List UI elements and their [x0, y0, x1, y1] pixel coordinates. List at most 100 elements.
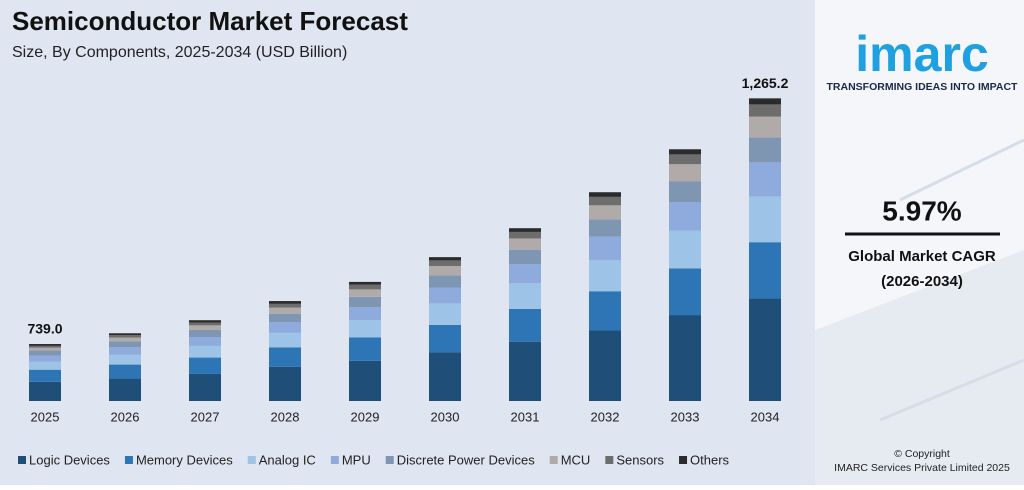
bar-segment: [29, 347, 61, 351]
logo: imarc: [855, 26, 988, 82]
legend-label: Memory Devices: [136, 452, 233, 467]
bar-segment: [669, 164, 701, 182]
bar-segment: [109, 354, 141, 365]
bar-segment: [589, 236, 621, 260]
legend-label: Discrete Power Devices: [397, 452, 535, 467]
bar-segment: [349, 289, 381, 297]
bar-segment: [189, 325, 221, 331]
copyright: © Copyright: [894, 448, 950, 460]
bar-segment: [269, 347, 301, 367]
legend-label: Analog IC: [259, 452, 316, 467]
bar-segment: [349, 360, 381, 401]
legend-swatch: [330, 456, 339, 464]
bar-segment: [589, 196, 621, 206]
bar-segment: [749, 196, 781, 243]
x-tick-label: 2033: [671, 409, 700, 424]
bar-segment: [349, 296, 381, 308]
bar-segment: [749, 116, 781, 138]
bar-segment: [509, 264, 541, 284]
bar-segment: [109, 364, 141, 379]
legend-label: MPU: [342, 452, 371, 467]
tagline: TRANSFORMING IDEAS INTO IMPACT: [827, 81, 1019, 93]
bar-segment: [269, 332, 301, 348]
bar-segment: [29, 361, 61, 370]
bar-segment: [429, 287, 461, 304]
bar-segment: [189, 337, 221, 346]
bar-segment: [749, 298, 781, 401]
bar-segment: [669, 149, 701, 155]
bar-segment: [589, 330, 621, 401]
bar-segment: [109, 333, 141, 336]
x-tick-label: 2026: [111, 409, 140, 424]
chart-title: Semiconductor Market Forecast: [12, 6, 408, 36]
legend-swatch: [247, 456, 256, 464]
bar-segment: [29, 344, 61, 346]
total-label: 1,265.2: [742, 75, 789, 91]
legend-swatch: [549, 456, 558, 464]
legend-label: Sensors: [616, 452, 664, 467]
legend-label: Logic Devices: [29, 452, 110, 467]
legend-swatch: [124, 456, 133, 464]
bar-segment: [29, 345, 61, 348]
bar-segment: [749, 162, 781, 197]
bar-segment: [269, 301, 301, 304]
bar-segment: [349, 337, 381, 361]
x-tick-label: 2025: [31, 409, 60, 424]
bar-segment: [269, 366, 301, 401]
bar-segment: [429, 352, 461, 401]
bar-segment: [669, 315, 701, 401]
side-decoration: [879, 138, 1024, 422]
x-tick-label: 2034: [751, 409, 780, 424]
bar-segment: [749, 104, 781, 117]
bar-segment: [109, 335, 141, 338]
bar-segment: [269, 303, 301, 308]
total-label: 739.0: [27, 321, 62, 337]
bar-segment: [429, 303, 461, 325]
x-tick-label: 2032: [591, 409, 620, 424]
bar-segment: [189, 373, 221, 401]
bar-segment: [349, 320, 381, 338]
chart-subtitle: Size, By Components, 2025-2034 (USD Bill…: [12, 44, 347, 61]
x-tick-label: 2030: [431, 409, 460, 424]
cagr-value: 5.97%: [882, 195, 961, 226]
x-tick-label: 2028: [271, 409, 300, 424]
bar-segment: [29, 369, 61, 382]
bar-segment: [189, 322, 221, 326]
bar-segment: [29, 350, 61, 356]
legend-swatch: [18, 456, 26, 464]
bar-segment: [509, 228, 541, 232]
bar-segment: [509, 249, 541, 265]
legend-swatch: [385, 456, 394, 464]
legend-label: MCU: [561, 452, 591, 467]
bar-segment: [269, 307, 301, 314]
bar-segment: [509, 341, 541, 401]
bar-segment: [349, 284, 381, 290]
bar-segment: [509, 308, 541, 342]
bar-segment: [189, 357, 221, 374]
legend-label: Others: [690, 452, 730, 467]
bar-segment: [109, 337, 141, 342]
bar-segment: [189, 345, 221, 358]
x-tick-label: 2027: [191, 409, 220, 424]
bar-segment: [429, 275, 461, 288]
bar-segment: [509, 238, 541, 250]
bar-segment: [269, 313, 301, 323]
company: IMARC Services Private Limited 2025: [834, 462, 1010, 474]
bar-segment: [109, 378, 141, 401]
bar-segment: [29, 381, 61, 401]
bar-segment: [669, 268, 701, 316]
x-tick-label: 2031: [511, 409, 540, 424]
bar-segment: [429, 324, 461, 353]
cagr-label: Global Market CAGR: [848, 248, 996, 265]
bar-segment: [509, 283, 541, 309]
bar-segment: [749, 98, 781, 105]
cagr-period: (2026-2034): [881, 273, 963, 290]
bar-segment: [349, 281, 381, 285]
bar-segment: [669, 230, 701, 269]
bar-segment: [669, 181, 701, 203]
bar-segment: [109, 341, 141, 348]
bar-segment: [669, 202, 701, 231]
bar-segment: [429, 266, 461, 276]
bar-segment: [589, 219, 621, 237]
